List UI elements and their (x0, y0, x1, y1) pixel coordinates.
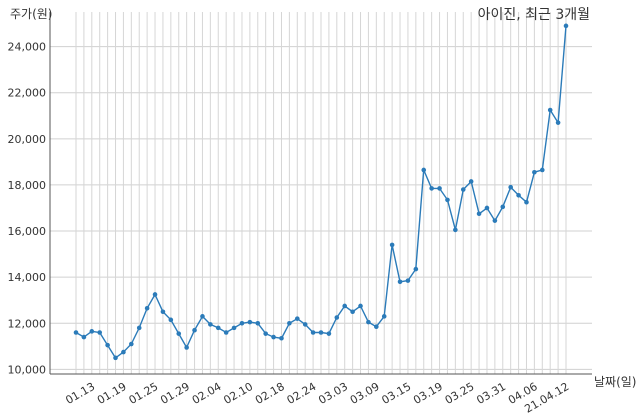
data-point (168, 317, 174, 323)
data-point (358, 303, 363, 309)
data-point (342, 303, 348, 309)
data-point (113, 355, 118, 361)
data-point (231, 325, 237, 331)
y-tick-label: 18,000 (8, 179, 47, 192)
data-point (223, 330, 229, 335)
x-tick-label: 02.24 (285, 380, 319, 407)
data-point (73, 330, 79, 335)
data-point (484, 205, 490, 211)
data-point (192, 327, 197, 333)
data-point (366, 319, 371, 325)
data-point (563, 23, 569, 29)
x-tick-label: 03.31 (474, 380, 508, 407)
data-point (468, 179, 474, 184)
data-point (500, 204, 506, 210)
data-point (271, 334, 276, 340)
data-point (287, 320, 292, 326)
x-tick-label: 01.19 (95, 380, 129, 407)
data-point (152, 292, 158, 297)
data-point (397, 279, 403, 285)
data-point (144, 305, 150, 311)
data-point (350, 309, 355, 315)
data-point (547, 107, 553, 113)
y-tick-label: 16,000 (8, 225, 47, 238)
x-tick-label: 01.29 (158, 380, 192, 407)
data-point (136, 325, 142, 331)
data-point (508, 184, 513, 190)
data-point (453, 227, 458, 233)
data-point (437, 186, 442, 191)
data-point (160, 309, 166, 315)
data-point (413, 266, 419, 272)
data-point (326, 331, 332, 336)
y-tick-label: 24,000 (8, 41, 47, 54)
data-point (421, 167, 427, 173)
y-tick-label: 12,000 (8, 317, 47, 330)
x-tick-label: 03.25 (443, 380, 477, 407)
data-point (81, 334, 87, 340)
data-point (97, 330, 103, 335)
data-point (255, 320, 261, 326)
data-point (184, 345, 189, 350)
x-tick-label: 02.10 (221, 380, 255, 407)
data-point (555, 120, 561, 125)
data-point (492, 218, 498, 223)
data-point (381, 314, 387, 319)
data-point (215, 325, 221, 331)
x-tick-label: 03.19 (411, 380, 445, 407)
data-point (208, 322, 213, 327)
x-tick-label: 03.09 (348, 380, 382, 407)
x-tick-label: 01.25 (127, 380, 161, 407)
data-point (105, 342, 110, 348)
x-tick-label: 03.03 (316, 380, 350, 407)
points-layer (73, 23, 569, 361)
x-axis-label: 날짜(일) (594, 375, 636, 389)
data-point (302, 322, 308, 327)
data-point (532, 169, 537, 175)
data-point (429, 186, 434, 191)
data-point (318, 330, 324, 335)
data-point (89, 329, 95, 334)
y-tick-label: 22,000 (8, 87, 47, 100)
data-point (263, 331, 268, 336)
data-point (247, 319, 253, 325)
data-point (121, 349, 126, 355)
data-point (239, 320, 245, 326)
data-point (200, 314, 205, 319)
data-point (445, 197, 450, 203)
axes (49, 12, 592, 375)
x-tick-label: 01.13 (63, 380, 97, 407)
data-point (539, 167, 545, 173)
data-point (374, 324, 379, 330)
x-tick-label: 02.18 (253, 380, 287, 407)
data-point (129, 341, 134, 347)
x-tick-label: 02.04 (190, 380, 224, 407)
x-tick-label: 03.15 (380, 380, 414, 407)
data-point (524, 199, 529, 205)
y-tick-label: 10,000 (8, 363, 47, 376)
grid (50, 12, 592, 374)
data-point (516, 193, 521, 198)
data-point (310, 330, 316, 335)
data-point (294, 316, 300, 321)
data-point (279, 335, 284, 341)
data-point (476, 211, 482, 217)
y-axis-label: 주가(원) (10, 7, 52, 21)
y-tick-label: 14,000 (8, 271, 47, 284)
data-point (334, 315, 340, 320)
data-point (389, 242, 395, 248)
y-tick-label: 20,000 (8, 133, 47, 146)
chart-title: 아이진, 최근 3개월 (478, 7, 590, 23)
data-point (460, 187, 466, 192)
data-point (405, 278, 411, 283)
data-point (176, 331, 182, 336)
